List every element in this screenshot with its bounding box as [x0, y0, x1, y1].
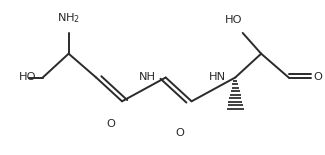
Text: HO: HO — [19, 73, 36, 82]
Text: NH$_2$: NH$_2$ — [57, 11, 80, 25]
Text: O: O — [176, 128, 185, 138]
Text: HN: HN — [209, 73, 226, 82]
Text: HO: HO — [225, 15, 243, 25]
Text: O: O — [106, 119, 115, 129]
Text: O: O — [313, 73, 322, 82]
Text: NH: NH — [139, 73, 156, 82]
